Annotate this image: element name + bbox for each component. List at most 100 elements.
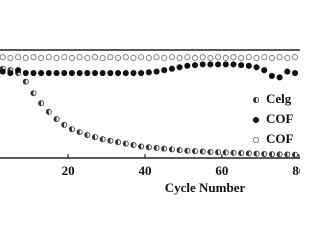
point <box>276 54 283 61</box>
point <box>215 54 222 61</box>
point-half <box>23 79 26 85</box>
point <box>145 69 152 76</box>
point-half <box>107 138 111 144</box>
point <box>222 61 229 68</box>
point <box>115 69 122 77</box>
point-half <box>130 142 134 148</box>
point <box>245 62 252 69</box>
point-half <box>253 151 257 157</box>
legend-label: COF <box>266 111 294 126</box>
point <box>107 54 114 61</box>
point <box>268 54 275 61</box>
point <box>222 54 229 61</box>
legend-label: COF <box>266 131 294 146</box>
point-half <box>200 148 203 155</box>
point <box>284 68 291 75</box>
point-half <box>169 146 172 152</box>
point <box>161 54 168 61</box>
point <box>68 69 75 77</box>
point-half <box>223 149 226 156</box>
point <box>238 62 245 69</box>
point <box>22 54 29 61</box>
point <box>230 54 237 61</box>
legend-marker <box>252 116 260 124</box>
point-half <box>238 150 242 156</box>
point <box>53 54 60 61</box>
point <box>76 69 83 77</box>
point <box>45 54 52 61</box>
point-half <box>177 147 180 153</box>
point <box>30 54 37 61</box>
point <box>91 69 99 77</box>
point <box>122 69 129 77</box>
point <box>84 54 91 61</box>
point <box>261 67 268 74</box>
point <box>261 54 268 61</box>
point <box>15 67 22 74</box>
point <box>7 69 14 77</box>
point-half <box>153 145 157 151</box>
plot-frame <box>0 49 300 159</box>
point <box>230 61 237 68</box>
point <box>7 54 14 61</box>
point-half <box>292 152 295 158</box>
point-half <box>284 151 288 158</box>
point <box>291 69 299 77</box>
point <box>130 54 137 61</box>
point <box>0 68 6 75</box>
point-half <box>100 136 103 142</box>
point <box>176 64 183 71</box>
point <box>168 54 175 61</box>
point <box>130 69 137 77</box>
point <box>276 74 283 81</box>
point <box>22 69 29 77</box>
legend-label: Celg <box>266 91 292 106</box>
point-half <box>38 100 42 106</box>
point-half <box>246 150 249 156</box>
point <box>76 54 83 61</box>
point-half <box>84 132 88 138</box>
point <box>38 54 45 61</box>
point-half <box>269 151 272 157</box>
point <box>207 61 214 68</box>
point-half <box>77 129 80 135</box>
point <box>68 54 75 61</box>
point <box>199 54 206 61</box>
point <box>253 54 260 61</box>
x-tick-label: 20 <box>62 163 75 178</box>
point <box>61 54 68 61</box>
point <box>45 69 52 77</box>
point-half <box>230 150 234 156</box>
point <box>215 61 222 68</box>
point <box>122 54 129 61</box>
point <box>161 67 168 74</box>
point-half <box>123 141 126 147</box>
x-tick-label: 40 <box>139 163 152 178</box>
point <box>153 54 160 61</box>
point <box>115 54 122 61</box>
point <box>61 69 68 77</box>
chart: Cycle Number 020406080CelgCOFCOF <box>0 49 300 195</box>
point-half <box>253 97 256 103</box>
point-half <box>30 90 34 96</box>
point <box>291 54 299 61</box>
point <box>199 61 206 68</box>
point-half <box>53 116 57 122</box>
point <box>168 65 175 72</box>
point <box>268 72 275 79</box>
point-half <box>277 151 280 157</box>
point-half <box>215 149 219 155</box>
point <box>99 69 106 77</box>
point <box>91 54 99 61</box>
point-half <box>184 148 188 154</box>
point-half <box>61 122 65 128</box>
point-half <box>192 148 195 154</box>
point <box>107 69 114 77</box>
point-half <box>46 109 49 115</box>
point-half <box>161 146 165 152</box>
point-half <box>69 126 72 132</box>
point-half <box>207 149 211 155</box>
point <box>145 54 152 61</box>
point <box>184 54 191 61</box>
point <box>84 69 91 77</box>
